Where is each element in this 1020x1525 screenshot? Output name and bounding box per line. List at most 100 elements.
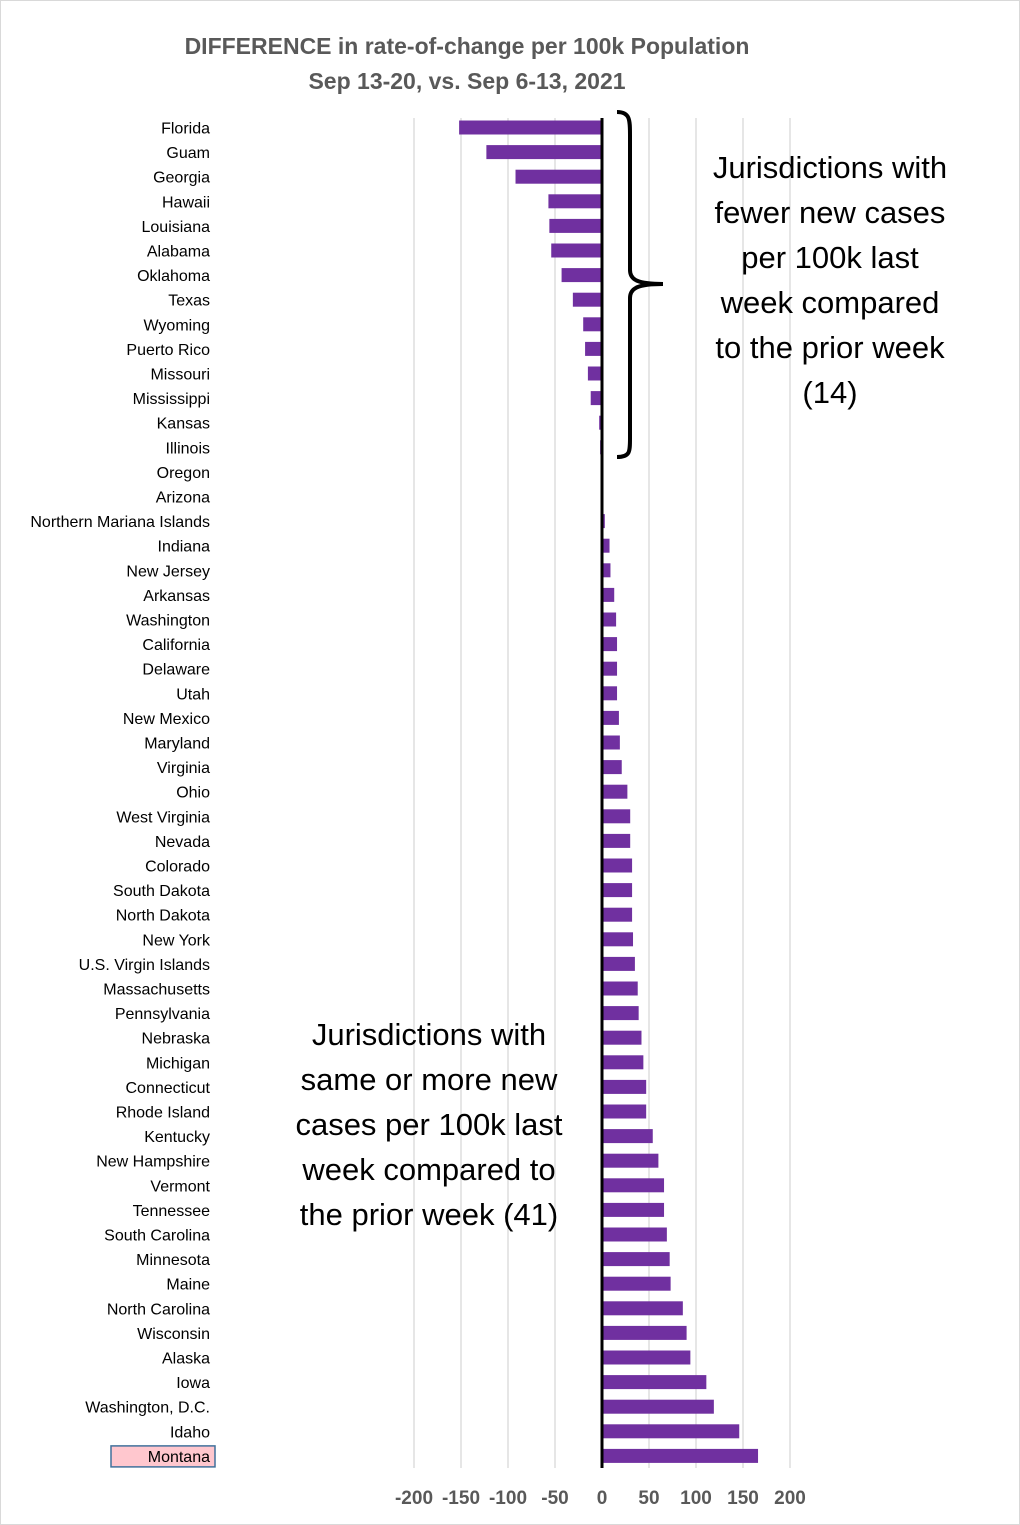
- bar: [602, 1178, 665, 1193]
- category-label: Northern Mariana Islands: [30, 514, 210, 531]
- bar: [486, 145, 602, 160]
- category-label: North Dakota: [116, 908, 210, 925]
- x-tick-label: 150: [727, 1488, 759, 1509]
- bar: [602, 883, 633, 898]
- x-tick-label: -50: [541, 1488, 568, 1509]
- bar: [602, 1448, 759, 1463]
- category-label: Iowa: [176, 1375, 210, 1392]
- category-label: Missouri: [150, 367, 210, 384]
- category-label: Nevada: [155, 834, 210, 851]
- category-label: Ohio: [176, 785, 210, 802]
- category-label: Washington: [126, 613, 210, 630]
- annotation-more-cases: Jurisdictions with same or more new case…: [295, 1017, 563, 1232]
- category-label: Arizona: [156, 490, 210, 507]
- bar: [602, 1375, 707, 1390]
- category-label: Alabama: [147, 244, 210, 261]
- bracket-fewer-cases: [616, 110, 664, 459]
- category-label: Vermont: [150, 1178, 210, 1195]
- category-label: Oklahoma: [137, 268, 210, 285]
- x-tick-label: -100: [489, 1488, 527, 1509]
- category-label: Colorado: [145, 859, 210, 876]
- category-label: Georgia: [153, 170, 210, 187]
- category-label: Wisconsin: [137, 1326, 210, 1343]
- category-label: Virginia: [157, 760, 210, 777]
- category-label: Tennessee: [133, 1203, 210, 1220]
- category-label: West Virginia: [116, 809, 210, 826]
- bar: [561, 268, 602, 283]
- category-label: Indiana: [158, 539, 211, 556]
- x-tick-labels: -200 -150 -100 -50 0 50 100 150 200: [395, 1488, 806, 1509]
- category-label: Wyoming: [143, 317, 210, 334]
- bar: [602, 1030, 642, 1045]
- category-label: North Carolina: [107, 1301, 210, 1318]
- category-label: Alaska: [162, 1351, 210, 1368]
- category-label: Louisiana: [142, 219, 211, 236]
- category-label: Illinois: [166, 440, 210, 457]
- category-label: Idaho: [170, 1424, 210, 1441]
- bar: [602, 637, 618, 652]
- x-tick-label: 0: [597, 1488, 608, 1509]
- category-label: Nebraska: [142, 1031, 211, 1048]
- category-label: South Carolina: [104, 1228, 210, 1245]
- chart-subtitle: Sep 13-20, vs. Sep 6-13, 2021: [308, 68, 626, 94]
- bar: [602, 538, 610, 553]
- category-label: New York: [142, 932, 211, 949]
- bar: [602, 1424, 740, 1439]
- bar: [551, 243, 602, 258]
- category-label: Maine: [166, 1277, 210, 1294]
- bar: [602, 858, 633, 873]
- bar: [602, 1252, 670, 1267]
- bar: [602, 1301, 683, 1316]
- bar: [602, 710, 619, 725]
- category-label: Guam: [166, 145, 210, 162]
- category-label: New Hampshire: [96, 1154, 210, 1171]
- category-label: Florida: [161, 121, 210, 138]
- bar: [602, 907, 633, 922]
- category-label: Maryland: [144, 736, 210, 753]
- category-label: Rhode Island: [116, 1105, 210, 1122]
- category-label: South Dakota: [113, 883, 210, 900]
- category-label: Arkansas: [143, 588, 210, 605]
- bar: [602, 563, 611, 578]
- bar: [602, 1104, 647, 1119]
- bar: [602, 686, 618, 701]
- category-label: U.S. Virgin Islands: [79, 957, 210, 974]
- bar: [602, 612, 617, 627]
- category-label: Oregon: [157, 465, 210, 482]
- bar: [515, 169, 602, 184]
- x-tick-label: 200: [774, 1488, 806, 1509]
- chart-title: DIFFERENCE in rate-of-change per 100k Po…: [184, 33, 750, 59]
- bar: [602, 1276, 671, 1291]
- category-label: Hawaii: [162, 194, 210, 211]
- category-label: Montana: [148, 1449, 210, 1466]
- bar: [548, 194, 602, 209]
- bar: [602, 784, 628, 799]
- bar: [602, 1325, 687, 1340]
- bar: [590, 391, 602, 406]
- category-label: Puerto Rico: [126, 342, 210, 359]
- category-label: Utah: [176, 686, 210, 703]
- highlight-box: [110, 1445, 216, 1468]
- x-tick-label: -200: [395, 1488, 433, 1509]
- category-label: Delaware: [142, 662, 210, 679]
- bar: [602, 1129, 653, 1144]
- category-label: New Mexico: [123, 711, 210, 728]
- x-tick-label: 50: [638, 1488, 659, 1509]
- x-tick-label: -150: [442, 1488, 480, 1509]
- category-label: Kansas: [157, 416, 210, 433]
- bar: [602, 1055, 644, 1070]
- category-label: California: [142, 637, 210, 654]
- bar: [602, 809, 631, 824]
- bar: [585, 341, 602, 356]
- gridlines: [413, 118, 791, 1468]
- bar: [602, 1350, 691, 1365]
- bar: [602, 932, 634, 947]
- bar: [602, 661, 618, 676]
- category-label: Pennsylvania: [115, 1006, 210, 1023]
- bar: [602, 587, 615, 602]
- bar: [602, 1227, 667, 1242]
- bar: [602, 760, 622, 775]
- bar: [602, 1079, 647, 1094]
- bar: [587, 366, 602, 381]
